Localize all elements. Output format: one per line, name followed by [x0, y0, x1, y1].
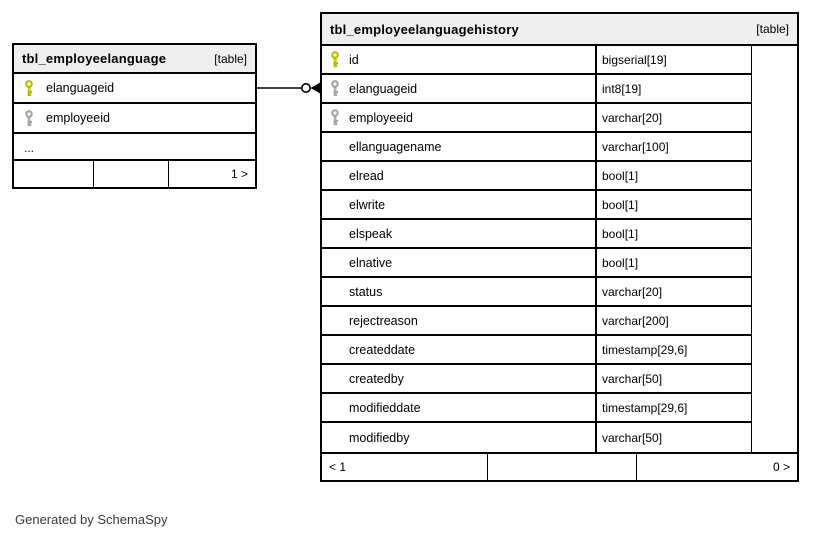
column-type: bool[1]: [595, 162, 751, 189]
column-name-cell: elread: [322, 162, 595, 189]
column-name: elwrite: [349, 197, 386, 212]
column-name-cell: modifieddate: [322, 394, 595, 421]
column-row-employeeid: employeeid varchar[20]: [322, 104, 751, 133]
column-name-cell: createdby: [322, 365, 595, 392]
column-type: varchar[200]: [595, 307, 751, 334]
table-footer: < 1 0 >: [322, 452, 797, 480]
fk-relationship-connector: [257, 82, 320, 94]
column-name: modifieddate: [349, 400, 421, 415]
column-name: createddate: [349, 342, 416, 357]
table-header: tbl_employeelanguagehistory [table]: [322, 14, 797, 46]
column-name-cell: id: [322, 46, 595, 73]
column-row-ellanguagename: ellanguagename varchar[100]: [322, 133, 751, 162]
column-row-elwrite: elwrite bool[1]: [322, 191, 751, 220]
column-row-status: status varchar[20]: [322, 278, 751, 307]
column-row-rejectreason: rejectreason varchar[200]: [322, 307, 751, 336]
column-type: varchar[100]: [595, 133, 751, 160]
footer-cell-middle: [488, 454, 637, 480]
column-name-cell: elanguageid: [322, 75, 595, 102]
table-tbl-employeelanguage: tbl_employeelanguage [table] elanguageid…: [12, 43, 257, 189]
column-type: timestamp[29,6]: [595, 336, 751, 363]
column-name: id: [349, 52, 359, 67]
column-name-cell: rejectreason: [322, 307, 595, 334]
table-footer: 1 >: [14, 161, 255, 187]
table-type-tag: [table]: [214, 51, 247, 66]
table-title[interactable]: tbl_employeelanguage: [22, 51, 167, 66]
column-row-elanguageid: elanguageid: [14, 74, 255, 104]
arrowhead-icon: [310, 82, 320, 94]
column-name-cell: elnative: [322, 249, 595, 276]
column-type: timestamp[29,6]: [595, 394, 751, 421]
table-type-tag: [table]: [756, 22, 789, 36]
column-row-createdby: createdby varchar[50]: [322, 365, 751, 394]
column-type: varchar[50]: [595, 365, 751, 392]
column-name: status: [349, 284, 383, 299]
left-table-rows: elanguageid employeeid: [14, 74, 255, 134]
footer-cell-children: [14, 161, 94, 187]
column-row-id: id bigserial[19]: [322, 46, 751, 75]
column-type: bool[1]: [595, 191, 751, 218]
column-name: employeeid: [46, 111, 110, 125]
footer-cell-middle: [94, 161, 169, 187]
table-right-gutter: [751, 46, 797, 452]
column-name: employeeid: [349, 110, 413, 125]
column-row-elspeak: elspeak bool[1]: [322, 220, 751, 249]
column-type: bool[1]: [595, 249, 751, 276]
column-name-cell: ellanguagename: [322, 133, 595, 160]
column-row-elread: elread bool[1]: [322, 162, 751, 191]
column-name: ellanguagename: [349, 139, 442, 154]
primary-key-icon: [330, 51, 340, 68]
zero-or-one-circle: [300, 83, 311, 93]
column-row-elanguageid: elanguageid int8[19]: [322, 75, 751, 104]
column-name-cell: modifiedby: [322, 423, 595, 452]
column-type: bigserial[19]: [595, 46, 751, 73]
footer-cell-parents: 1 >: [230, 167, 248, 181]
history-table-rows: id bigserial[19] elanguageid int8[19] employ…: [322, 46, 751, 452]
column-name: elread: [349, 168, 384, 183]
column-name: modifiedby: [349, 430, 410, 445]
table-header: tbl_employeelanguage [table]: [14, 45, 255, 74]
table-title[interactable]: tbl_employeelanguagehistory: [330, 21, 519, 37]
foreign-key-icon: [330, 80, 340, 97]
column-name-cell: elspeak: [322, 220, 595, 247]
column-name: elanguageid: [46, 81, 115, 95]
column-name-cell: elwrite: [322, 191, 595, 218]
column-row-modifiedby: modifiedby varchar[50]: [322, 423, 751, 452]
table-body: id bigserial[19] elanguageid int8[19] employ…: [322, 46, 797, 452]
column-row-employeeid: employeeid: [14, 104, 255, 134]
column-name: elspeak: [349, 226, 393, 241]
column-name: rejectreason: [349, 313, 418, 328]
column-type: varchar[50]: [595, 423, 751, 452]
column-name-cell: createddate: [322, 336, 595, 363]
column-name-cell: employeeid: [322, 104, 595, 131]
column-name: createdby: [349, 371, 404, 386]
column-row-elnative: elnative bool[1]: [322, 249, 751, 278]
column-row-modifieddate: modifieddate timestamp[29,6]: [322, 394, 751, 423]
column-row-createddate: createddate timestamp[29,6]: [322, 336, 751, 365]
column-name-cell: status: [322, 278, 595, 305]
foreign-key-icon: [24, 109, 34, 127]
column-type: varchar[20]: [595, 278, 751, 305]
primary-key-icon: [24, 79, 34, 97]
table-tbl-employeelanguagehistory: tbl_employeelanguagehistory [table] id bi…: [320, 12, 799, 482]
column-name: elnative: [349, 255, 393, 270]
footer-cell-children: < 1: [322, 454, 488, 480]
generated-by-label: Generated by SchemaSpy: [15, 512, 168, 527]
column-type: bool[1]: [595, 220, 751, 247]
footer-cell-parents: 0 >: [772, 460, 790, 474]
column-type: varchar[20]: [595, 104, 751, 131]
ellipsis-label: ...: [24, 140, 35, 155]
column-type: int8[19]: [595, 75, 751, 102]
column-name: elanguageid: [349, 81, 418, 96]
foreign-key-icon: [330, 109, 340, 126]
hidden-columns-ellipsis-row: ...: [14, 134, 255, 161]
